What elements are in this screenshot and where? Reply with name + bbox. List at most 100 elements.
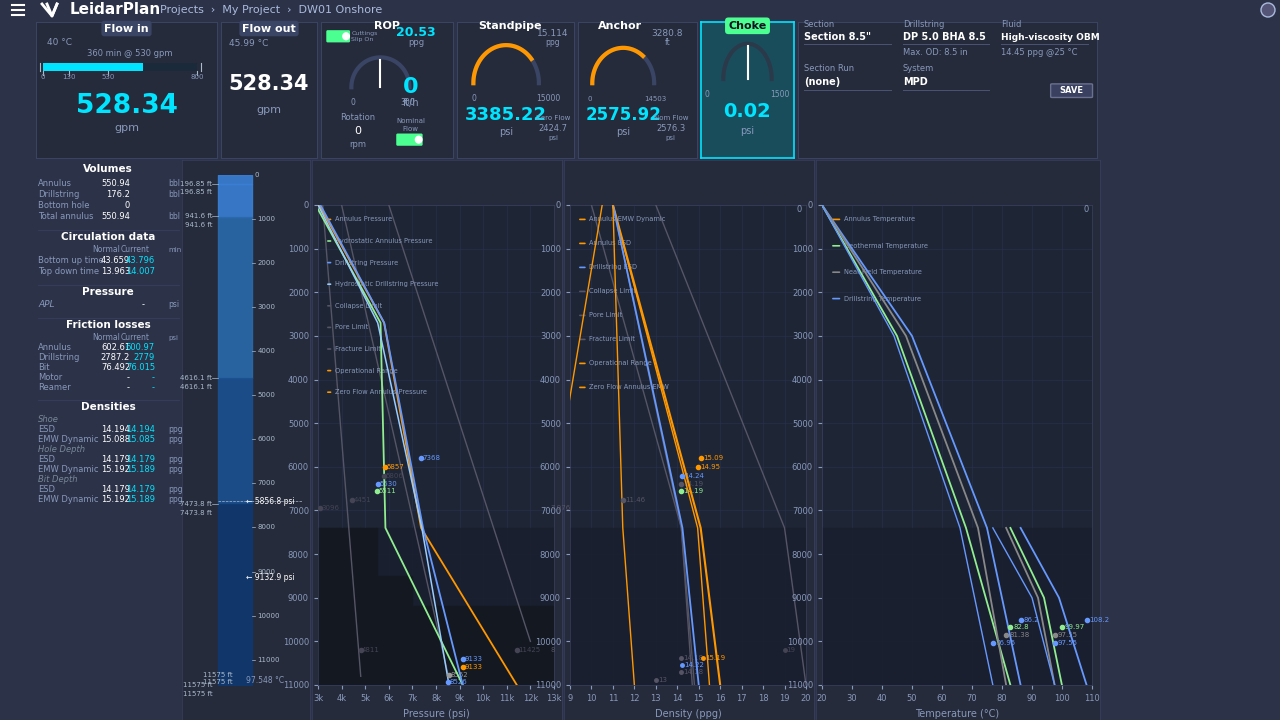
Text: Section Run: Section Run	[804, 64, 854, 73]
Text: bbl: bbl	[168, 179, 180, 188]
Text: Nom Flow: Nom Flow	[654, 115, 689, 121]
Text: 97.55: 97.55	[1057, 640, 1078, 646]
Text: 82.8: 82.8	[1014, 624, 1029, 631]
Text: 941.6 ft: 941.6 ft	[184, 222, 212, 228]
Text: -: -	[127, 383, 131, 392]
Text: 8552: 8552	[451, 672, 468, 678]
Text: 76.492: 76.492	[101, 363, 131, 372]
Text: 9000: 9000	[257, 569, 275, 575]
Text: 550.94: 550.94	[101, 179, 131, 188]
Circle shape	[342, 32, 349, 40]
Text: 3096: 3096	[321, 505, 339, 511]
Text: 13.963: 13.963	[101, 267, 131, 276]
Text: 11.46: 11.46	[625, 497, 645, 503]
Polygon shape	[317, 528, 554, 685]
Text: 2576.3: 2576.3	[657, 124, 686, 132]
Text: 14.194: 14.194	[101, 425, 131, 434]
Text: Section: Section	[804, 20, 836, 30]
Text: EMW Dynamic: EMW Dynamic	[38, 465, 99, 474]
Text: Nominal: Nominal	[397, 117, 425, 124]
Text: 7368: 7368	[422, 455, 440, 461]
Text: psi: psi	[666, 135, 676, 141]
Text: Standpipe: Standpipe	[477, 21, 541, 31]
Text: Hydrostatic Annulus Pressure: Hydrostatic Annulus Pressure	[334, 238, 433, 244]
Text: Hole Depth: Hole Depth	[38, 445, 84, 454]
Text: 8000: 8000	[257, 524, 275, 531]
Text: Geothermal Temperature: Geothermal Temperature	[844, 243, 928, 249]
Text: Drillstring: Drillstring	[38, 353, 79, 362]
X-axis label: Density (ppg): Density (ppg)	[654, 708, 722, 719]
Text: MPD: MPD	[902, 76, 928, 86]
Text: 14503: 14503	[645, 96, 667, 102]
Text: psi: psi	[168, 300, 179, 309]
Polygon shape	[822, 528, 1092, 685]
Text: bbl: bbl	[168, 212, 180, 221]
Text: 3385.22: 3385.22	[465, 106, 547, 124]
Text: 15000: 15000	[536, 94, 561, 103]
Text: 15.19: 15.19	[705, 654, 724, 660]
Text: Bit: Bit	[38, 363, 50, 372]
Text: 0: 0	[796, 205, 801, 214]
Text: 15.192: 15.192	[101, 495, 131, 504]
Text: 3280.8: 3280.8	[652, 29, 684, 37]
Text: Rotation: Rotation	[340, 113, 375, 122]
Text: 5000: 5000	[257, 392, 275, 398]
Text: Annulus Pressure: Annulus Pressure	[334, 217, 392, 222]
Text: ← 5856.8 psi: ← 5856.8 psi	[246, 497, 294, 505]
Text: 15.09: 15.09	[703, 455, 723, 461]
Text: Top down time: Top down time	[38, 267, 99, 276]
Text: LeidarPlan: LeidarPlan	[70, 2, 161, 17]
Text: 43.659: 43.659	[101, 256, 131, 265]
Text: EMW Dynamic: EMW Dynamic	[38, 495, 99, 504]
Text: Total annulus: Total annulus	[38, 212, 93, 221]
Text: 4616.1 ft: 4616.1 ft	[180, 375, 212, 382]
Text: 602.61: 602.61	[101, 343, 131, 352]
Text: 130: 130	[61, 74, 76, 80]
Text: Pore Limit: Pore Limit	[589, 312, 622, 318]
Text: bbl: bbl	[168, 190, 180, 199]
Text: 11575 ft
11575 ft: 11575 ft 11575 ft	[204, 672, 233, 685]
Text: Choke: Choke	[728, 21, 767, 31]
Text: (none): (none)	[804, 76, 840, 86]
Text: 4451: 4451	[353, 497, 371, 503]
Text: min: min	[168, 247, 182, 253]
Text: psi: psi	[616, 127, 630, 137]
Text: 15.189: 15.189	[125, 495, 155, 504]
Text: 97.548 °C: 97.548 °C	[246, 676, 284, 685]
Text: Fluid: Fluid	[1001, 20, 1021, 30]
Text: 11575 ft: 11575 ft	[183, 690, 212, 697]
Text: 97.55: 97.55	[1057, 632, 1078, 638]
Text: 43.796: 43.796	[125, 256, 155, 265]
Text: 14.95: 14.95	[700, 464, 719, 470]
Text: 40 °C: 40 °C	[47, 38, 72, 47]
Text: 0: 0	[349, 98, 355, 107]
Text: Max. OD: 8.5 in: Max. OD: 8.5 in	[902, 48, 968, 57]
Text: 2424.7: 2424.7	[539, 124, 567, 132]
Text: 528.34: 528.34	[76, 94, 178, 120]
Text: Annulus EMW Dynamic: Annulus EMW Dynamic	[589, 217, 666, 222]
Text: 176.2: 176.2	[106, 190, 131, 199]
Text: Projects  ›  My Project  ›  DW01 Onshore: Projects › My Project › DW01 Onshore	[160, 5, 383, 15]
Text: 3000: 3000	[257, 304, 275, 310]
Text: Current: Current	[122, 333, 150, 342]
Text: 20.53: 20.53	[397, 26, 436, 39]
Text: ppg: ppg	[168, 455, 183, 464]
Text: ← 9132.9 psi: ← 9132.9 psi	[246, 573, 294, 582]
Text: 1500: 1500	[769, 90, 790, 99]
Text: 15.088: 15.088	[101, 435, 131, 444]
FancyBboxPatch shape	[326, 30, 349, 42]
Text: 528.34: 528.34	[229, 74, 310, 94]
Text: 800: 800	[191, 74, 204, 80]
Text: Anchor: Anchor	[598, 21, 641, 31]
Text: 4616.1 ft: 4616.1 ft	[180, 384, 212, 390]
Text: 81.38: 81.38	[1009, 632, 1029, 638]
Text: Near Field Temperature: Near Field Temperature	[844, 269, 922, 275]
Text: 360 min @ 530 gpm: 360 min @ 530 gpm	[87, 49, 173, 58]
Text: 7000: 7000	[257, 480, 275, 487]
Text: Shoe: Shoe	[38, 415, 59, 424]
Text: 7.976: 7.976	[550, 505, 571, 511]
Text: Collapse Limit: Collapse Limit	[589, 289, 636, 294]
Text: Bottom hole: Bottom hole	[38, 201, 90, 210]
Text: 14.179: 14.179	[125, 485, 155, 494]
Text: 14.24: 14.24	[685, 472, 704, 479]
